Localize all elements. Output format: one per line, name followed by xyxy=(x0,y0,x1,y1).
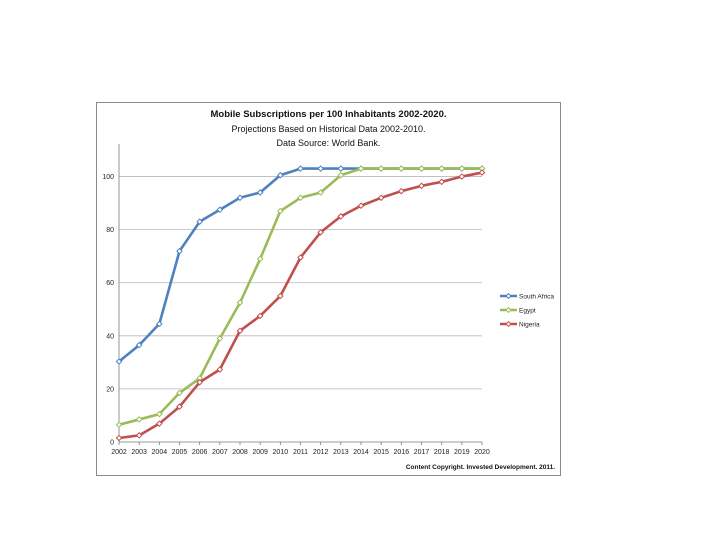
data-point-egypt xyxy=(317,189,324,196)
chart-title: Mobile Subscriptions per 100 Inhabitants… xyxy=(210,109,447,120)
x-tick-label: 2016 xyxy=(394,449,410,456)
data-point-nigeria xyxy=(236,327,244,335)
data-point-nigeria xyxy=(357,202,365,210)
x-tick-label: 2014 xyxy=(353,449,369,456)
data-point-nigeria xyxy=(156,420,163,427)
data-point-nigeria xyxy=(377,194,385,202)
legend-label-egypt: Egypt xyxy=(519,307,536,314)
data-point-egypt xyxy=(377,165,385,172)
x-tick-label: 2009 xyxy=(252,449,268,456)
data-point-egypt xyxy=(156,410,163,418)
copyright-credit: Content Copyright. Invested Development.… xyxy=(405,464,555,471)
x-tick-label: 2008 xyxy=(232,449,248,456)
legend-marker-nigeria xyxy=(505,320,512,328)
data-point-nigeria xyxy=(135,432,143,439)
data-point-south-africa xyxy=(256,189,264,196)
x-tick-label: 2013 xyxy=(333,449,349,456)
data-point-south-africa xyxy=(156,320,163,328)
x-tick-label: 2007 xyxy=(212,449,228,456)
data-point-south-africa xyxy=(317,165,324,172)
data-point-south-africa xyxy=(135,341,143,349)
y-tick-label: 100 xyxy=(102,174,114,181)
x-tick-label: 2010 xyxy=(273,449,289,456)
data-point-egypt xyxy=(398,165,405,172)
y-tick-label: 0 xyxy=(110,440,114,447)
data-point-nigeria xyxy=(216,366,224,373)
data-point-nigeria xyxy=(438,178,445,186)
x-tick-label: 2012 xyxy=(313,449,329,456)
data-point-south-africa xyxy=(196,218,203,225)
data-point-nigeria xyxy=(297,254,304,261)
data-point-nigeria xyxy=(418,182,425,190)
data-point-egypt xyxy=(458,165,466,172)
series-line-egypt xyxy=(117,167,484,427)
data-point-egypt xyxy=(337,171,345,179)
data-point-egypt xyxy=(357,165,365,172)
chart-frame: Mobile Subscriptions per 100 Inhabitants… xyxy=(96,102,561,476)
line-chart: 0 20 40 60 80 100 2002 2003 2004 2005 2006 2007 2008… xyxy=(102,144,554,456)
data-point-south-africa xyxy=(236,194,244,202)
y-tick-label: 60 xyxy=(106,280,114,287)
data-point-egypt xyxy=(418,165,425,172)
x-tick-label: 2004 xyxy=(152,449,168,456)
legend-marker-egypt xyxy=(505,306,512,314)
legend-label-south-africa: South Africa xyxy=(519,293,554,300)
data-point-egypt xyxy=(277,207,284,215)
y-tick-label: 20 xyxy=(106,386,114,393)
data-point-nigeria xyxy=(478,169,486,176)
x-tick-label: 2005 xyxy=(172,449,188,456)
x-tick-label: 2019 xyxy=(454,449,470,456)
data-point-south-africa xyxy=(216,206,224,214)
data-point-south-africa xyxy=(297,165,304,172)
data-point-south-africa xyxy=(277,171,284,179)
x-tick-label: 2003 xyxy=(131,449,147,456)
x-tick-label: 2017 xyxy=(414,449,430,456)
data-point-nigeria xyxy=(196,378,203,386)
data-point-egypt xyxy=(297,194,304,202)
y-tick-label: 40 xyxy=(106,333,114,340)
data-point-nigeria xyxy=(176,403,183,411)
chart-source: Data Source: World Bank. xyxy=(276,138,381,148)
data-point-south-africa xyxy=(176,247,183,255)
chart-subtitle: Projections Based on Historical Data 200… xyxy=(231,124,426,134)
data-point-egypt xyxy=(216,335,224,342)
data-point-nigeria xyxy=(115,434,123,442)
y-tick-label: 80 xyxy=(106,227,114,234)
data-point-south-africa xyxy=(115,358,123,365)
x-tick-label: 2020 xyxy=(474,449,490,456)
legend-marker-south-africa xyxy=(505,292,512,300)
data-point-nigeria xyxy=(398,187,405,195)
data-point-nigeria xyxy=(256,312,264,320)
x-tick-label: 2015 xyxy=(373,449,389,456)
data-point-nigeria xyxy=(458,173,466,180)
legend-label-nigeria: Nigeria xyxy=(519,321,540,328)
x-tick-label: 2018 xyxy=(434,449,450,456)
x-tick-label: 2006 xyxy=(192,449,208,456)
data-point-egypt xyxy=(176,389,183,397)
data-point-nigeria xyxy=(277,292,284,300)
data-point-egypt xyxy=(256,255,264,263)
data-point-south-africa xyxy=(337,165,345,172)
x-tick-label: 2002 xyxy=(111,449,127,456)
x-tick-label: 2011 xyxy=(293,449,308,456)
data-point-egypt xyxy=(236,299,244,306)
data-point-egypt xyxy=(115,421,123,429)
chart-title-block: Mobile Subscriptions per 100 Inhabitants… xyxy=(97,108,560,150)
data-point-nigeria xyxy=(337,213,345,220)
data-point-egypt xyxy=(135,416,143,423)
data-point-egypt xyxy=(438,165,445,172)
data-point-nigeria xyxy=(317,228,324,236)
